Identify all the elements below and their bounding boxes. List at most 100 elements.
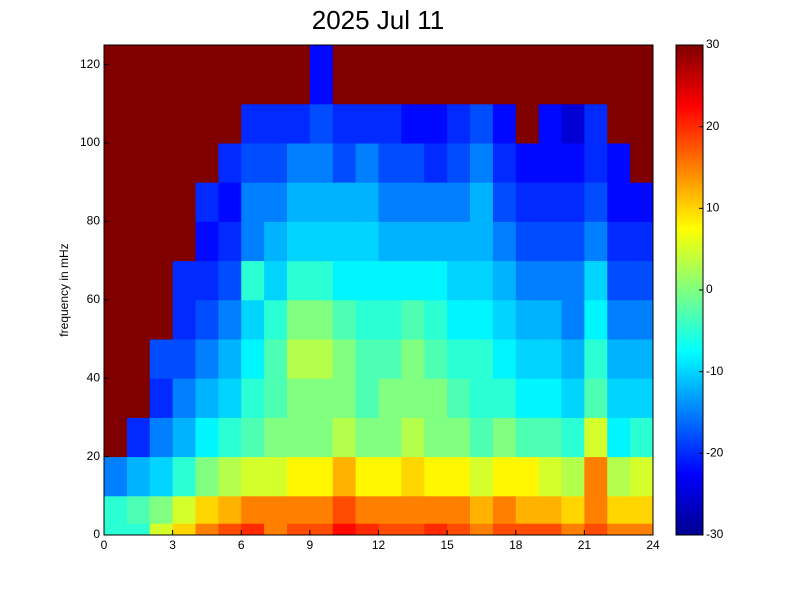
heat-cell	[470, 45, 494, 105]
heat-cell	[584, 339, 608, 379]
heat-cell	[172, 103, 196, 144]
heat-cell	[241, 378, 265, 418]
heat-cell	[172, 221, 196, 262]
heat-cell	[126, 339, 151, 379]
heat-cell	[195, 182, 219, 222]
heat-cell	[492, 523, 517, 536]
heat-cell	[104, 523, 128, 536]
heat-cell	[515, 339, 540, 379]
heat-cell	[241, 417, 265, 458]
heat-cell	[218, 103, 242, 144]
heat-cell	[470, 260, 494, 301]
x-tick-label: 24	[646, 538, 660, 552]
heat-cell	[424, 417, 448, 458]
y-tick-label: 60	[87, 292, 101, 306]
heat-cell	[332, 143, 357, 183]
heat-cell	[584, 495, 608, 524]
heat-cell	[309, 495, 334, 524]
heat-cell	[287, 339, 311, 379]
heat-cell	[355, 523, 379, 536]
heat-cell	[378, 143, 402, 183]
colorbar-tick-label: -20	[706, 446, 724, 460]
heat-cell	[264, 221, 288, 262]
heat-cell	[104, 339, 128, 379]
heat-cell	[218, 339, 242, 379]
heat-cell	[492, 378, 517, 418]
heat-cell	[287, 495, 311, 524]
heat-cell	[264, 260, 288, 301]
heat-cell	[561, 523, 585, 536]
heat-cell	[538, 45, 562, 105]
heat-cell	[355, 143, 379, 183]
heat-cell	[515, 45, 540, 105]
heat-cell	[149, 456, 174, 497]
heat-cell	[607, 339, 631, 379]
heat-cell	[309, 339, 334, 379]
heat-cell	[607, 299, 631, 340]
heat-cell	[309, 378, 334, 418]
heat-cell	[515, 495, 540, 524]
heat-cell	[492, 103, 517, 144]
heat-cell	[355, 417, 379, 458]
heat-cell	[287, 143, 311, 183]
heat-cell	[424, 103, 448, 144]
heat-cell	[287, 45, 311, 105]
heat-cell	[195, 378, 219, 418]
heat-cell	[424, 260, 448, 301]
heat-cell	[149, 299, 174, 340]
heat-cell	[492, 417, 517, 458]
heat-cell	[172, 378, 196, 418]
heat-cell	[378, 221, 402, 262]
heat-cell	[309, 182, 334, 222]
heat-cell	[149, 339, 174, 379]
heat-cell	[470, 339, 494, 379]
x-tick-label: 6	[238, 538, 245, 552]
colorbar	[675, 44, 704, 536]
heat-cell	[355, 495, 379, 524]
heat-cell	[172, 456, 196, 497]
heat-cell	[515, 103, 540, 144]
heat-cell	[584, 378, 608, 418]
heat-cell	[401, 339, 425, 379]
heat-cell	[538, 495, 562, 524]
heat-cell	[264, 456, 288, 497]
colorbar-tick-label: 10	[706, 201, 720, 215]
y-tick-label: 100	[80, 135, 100, 149]
heat-cell	[149, 221, 174, 262]
heat-cell	[195, 221, 219, 262]
heat-cell	[492, 339, 517, 379]
heat-cell	[401, 103, 425, 144]
heat-cell	[561, 378, 585, 418]
heat-cell	[126, 299, 151, 340]
heat-cell	[584, 523, 608, 536]
heat-cell	[424, 182, 448, 222]
heat-cell	[264, 45, 288, 105]
heat-cell	[332, 456, 357, 497]
heat-cell	[424, 495, 448, 524]
heat-cell	[424, 45, 448, 105]
heat-cell	[447, 417, 471, 458]
heat-cell	[264, 299, 288, 340]
heat-cell	[515, 523, 540, 536]
heat-cell	[401, 378, 425, 418]
heat-cell	[424, 456, 448, 497]
heat-cell	[241, 45, 265, 105]
heat-cell	[195, 523, 219, 536]
heat-cell	[470, 378, 494, 418]
heat-cell	[584, 45, 608, 105]
heat-cell	[104, 495, 128, 524]
heat-cell	[447, 221, 471, 262]
heat-cell	[561, 495, 585, 524]
heat-cell	[104, 143, 128, 183]
heat-cell	[607, 103, 631, 144]
heat-cell	[126, 523, 151, 536]
heat-cell	[149, 45, 174, 105]
heat-cell	[447, 182, 471, 222]
colorbar-tick-label: 30	[706, 37, 720, 51]
heat-cell	[355, 456, 379, 497]
heat-cell	[195, 103, 219, 144]
heat-cell	[378, 378, 402, 418]
heat-cell	[470, 495, 494, 524]
heat-cell	[447, 495, 471, 524]
